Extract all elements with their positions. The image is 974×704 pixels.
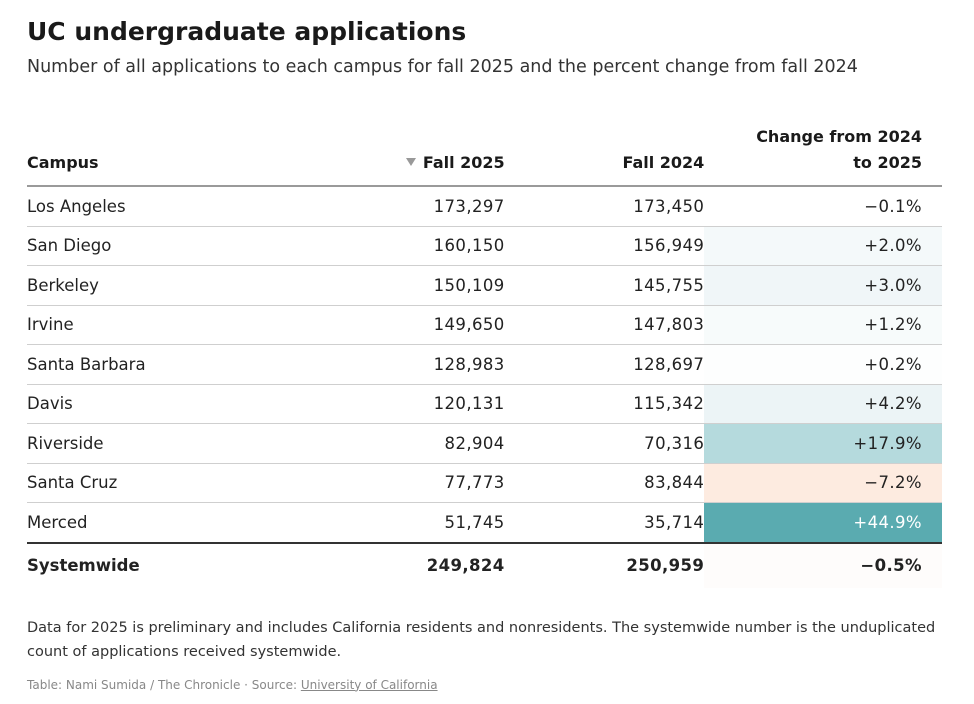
cell-change: −0.5% [704,542,942,588]
table-row: Santa Barbara 128,983 128,697 +0.2% [27,344,942,385]
cell-campus: Irvine [27,305,321,345]
table-row-systemwide: Systemwide 249,824 250,959 −0.5% [27,542,942,588]
table-row: Merced 51,745 35,714 +44.9% [27,502,942,544]
cell-fall-2024: 128,697 [504,344,705,385]
cell-campus: Berkeley [27,265,321,306]
cell-fall-2024: 70,316 [504,423,705,464]
cell-fall-2025: 150,109 [320,265,505,306]
cell-fall-2025: 120,131 [320,384,505,424]
cell-fall-2025: 173,297 [320,186,505,227]
cell-fall-2025: 249,824 [426,556,505,575]
column-header-fall-2024[interactable]: Fall 2024 [504,124,705,187]
header-row: Campus Fall 2025 Fall 2024 Change from 2… [27,124,942,187]
cell-campus: Los Angeles [27,186,321,227]
chart-title: UC undergraduate applications [27,17,467,46]
table-row: Los Angeles 173,297 173,450 −0.1% [27,186,942,227]
cell-campus: Riverside [27,423,321,464]
source-link[interactable]: University of California [300,677,438,692]
table-row: San Diego 160,150 156,949 +2.0% [27,226,942,266]
cell-fall-2024: 250,959 [626,556,705,575]
cell-fall-2024: 35,714 [504,502,705,544]
table-row: Riverside 82,904 70,316 +17.9% [27,423,942,464]
cell-fall-2024: 156,949 [504,226,705,266]
column-header-change-line2: to 2025 [853,153,922,172]
chart-container: UC undergraduate applications Number of … [27,16,942,692]
cell-change: +2.0% [704,226,942,266]
cell-fall-2025: 160,150 [320,226,505,266]
sort-descending-icon [405,158,416,166]
table-row: Davis 120,131 115,342 +4.2% [27,384,942,424]
cell-fall-2024: 173,450 [504,186,705,227]
table-row: Santa Cruz 77,773 83,844 −7.2% [27,463,942,503]
cell-fall-2024: 83,844 [504,463,705,503]
cell-campus: Santa Cruz [27,463,321,503]
column-header-change[interactable]: Change from 2024 to 2025 [704,124,942,187]
table-body: Los Angeles 173,297 173,450 −0.1% San Diego 1… [27,186,942,544]
cell-campus: Systemwide [27,556,140,575]
chart-subtitle: Number of all applications to each campu… [27,57,858,77]
cell-change: +4.2% [704,384,942,424]
credit-text: Table: Nami Sumida / The Chronicle · Sou… [27,677,301,692]
cell-change: +3.0% [704,265,942,306]
applications-table: Campus Fall 2025 Fall 2024 Change from 2… [27,124,942,588]
cell-campus: San Diego [27,226,321,266]
column-header-change-line1: Change from 2024 [756,127,922,146]
cell-change: +44.9% [704,502,942,544]
cell-change: +1.2% [704,305,942,345]
column-header-fall-2025-label: Fall 2025 [422,153,505,172]
cell-change: +0.2% [704,344,942,385]
cell-fall-2024: 145,755 [504,265,705,306]
cell-change: −7.2% [704,463,942,503]
cell-fall-2024: 115,342 [504,384,705,424]
column-header-fall-2025[interactable]: Fall 2025 [320,124,505,187]
cell-change: −0.1% [704,186,942,227]
cell-fall-2025: 77,773 [320,463,505,503]
cell-campus: Davis [27,384,321,424]
cell-fall-2024: 147,803 [504,305,705,345]
cell-campus: Santa Barbara [27,344,321,385]
cell-fall-2025: 82,904 [320,423,505,464]
cell-fall-2025: 51,745 [320,502,505,544]
table-footer: Systemwide 249,824 250,959 −0.5% [27,542,942,588]
table-notes: Data for 2025 is preliminary and include… [27,619,936,660]
table-row: Berkeley 150,109 145,755 +3.0% [27,265,942,306]
table-header: Campus Fall 2025 Fall 2024 Change from 2… [27,124,942,187]
table-row: Irvine 149,650 147,803 +1.2% [27,305,942,345]
cell-fall-2025: 149,650 [320,305,505,345]
cell-change: +17.9% [704,423,942,464]
credit-line: Table: Nami Sumida / The Chronicle · Sou… [27,678,942,692]
cell-fall-2025: 128,983 [320,344,505,385]
cell-campus: Merced [27,502,321,544]
column-header-campus[interactable]: Campus [27,124,321,187]
